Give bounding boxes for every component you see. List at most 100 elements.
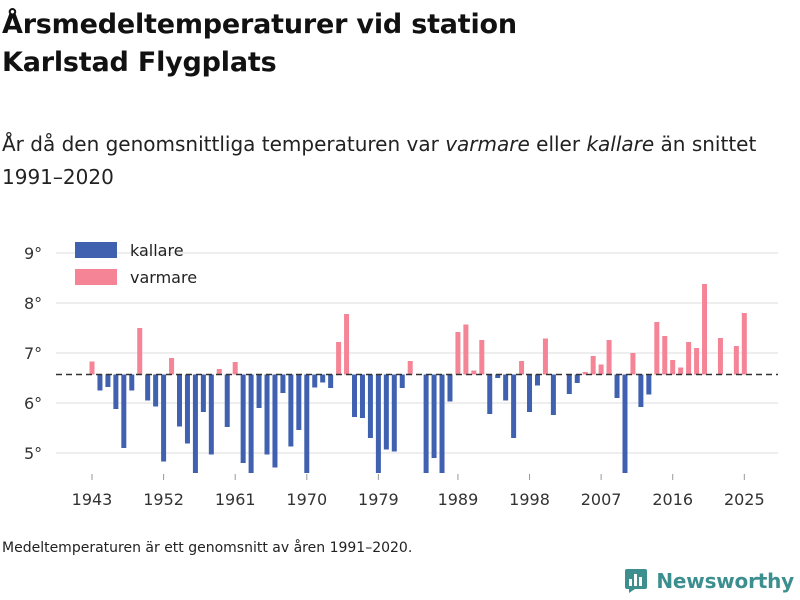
footnote: Medeltemperaturen är ett genomsnitt av å…: [2, 540, 413, 556]
x-tick-label: 1998: [509, 490, 550, 509]
y-tick-label: 5°: [24, 444, 42, 463]
bar-2022: [717, 338, 723, 375]
bar-1967: [280, 374, 286, 393]
chart-title-line1: Årsmedeltemperaturer vid station: [2, 9, 517, 40]
bar-1991: [471, 370, 477, 375]
bar-2016: [670, 360, 676, 375]
bar-1954: [177, 374, 183, 427]
bar-2001: [550, 374, 556, 415]
bar-1987: [439, 374, 445, 473]
x-tick-label: 1961: [215, 490, 256, 509]
chart-title: Årsmedeltemperaturer vid station Karlsta…: [2, 6, 702, 82]
bar-1993: [487, 374, 493, 414]
bar-1960: [224, 374, 230, 427]
bar-1950: [145, 374, 151, 401]
legend: kallare varmare: [75, 241, 197, 287]
bar-1948: [129, 374, 135, 391]
bar-chart: 5° 6° 7° 8° 9° 1943 1952 1961 1970 1979 1989 1998 2…: [24, 241, 778, 509]
bar-1974: [336, 342, 342, 375]
bar-1973: [328, 374, 334, 388]
bar-2003: [566, 374, 572, 394]
bar-1961: [232, 362, 238, 375]
bar-1997: [519, 361, 525, 375]
bars: [89, 284, 747, 473]
x-tick-label: 1989: [438, 490, 479, 509]
bar-1955: [184, 374, 190, 444]
bar-2017: [678, 367, 684, 375]
bar-1956: [192, 374, 198, 473]
bar-1989: [455, 332, 461, 375]
bar-1969: [296, 374, 302, 430]
bar-1962: [240, 374, 246, 463]
bar-1944: [97, 374, 103, 391]
y-tick-label: 6°: [24, 394, 42, 413]
bar-2004: [574, 374, 580, 383]
bar-2011: [630, 353, 636, 375]
bar-1946: [113, 374, 119, 409]
subtitle-part2: eller: [529, 132, 587, 156]
bar-1966: [272, 374, 278, 468]
bar-2015: [662, 336, 668, 375]
bar-2009: [614, 374, 620, 398]
bar-1949: [137, 328, 143, 375]
bar-2019: [694, 348, 700, 375]
chart-title-line2: Karlstad Flygplats: [2, 47, 277, 78]
bar-2012: [638, 374, 644, 407]
subtitle-part3: än snittet 1991–2020: [2, 132, 757, 189]
bar-1998: [527, 374, 533, 412]
bar-1958: [208, 374, 214, 455]
bar-2013: [646, 374, 652, 395]
bar-1999: [534, 374, 540, 386]
bar-1979: [375, 374, 381, 473]
subtitle-part1: År då den genomsnittliga temperaturen va…: [2, 132, 446, 156]
bar-1995: [503, 374, 509, 401]
bar-1970: [304, 374, 310, 473]
bar-2005: [582, 372, 588, 375]
bar-2014: [654, 322, 660, 375]
bar-1975: [344, 314, 350, 375]
y-tick-label: 9°: [24, 244, 42, 263]
bar-1992: [479, 340, 485, 375]
bar-1968: [288, 374, 294, 447]
bar-1947: [121, 374, 127, 448]
x-tick-label: 2007: [581, 490, 622, 509]
bar-1959: [216, 369, 222, 375]
newsworthy-logo-icon: [625, 569, 648, 593]
subtitle-cold-word: kallare: [586, 132, 655, 156]
bar-1952: [161, 374, 167, 462]
x-tick-label: 1943: [72, 490, 113, 509]
bar-2025: [741, 313, 747, 375]
legend-swatch-warmer: [75, 269, 117, 285]
x-tick-label: 1970: [286, 490, 327, 509]
bar-1994: [495, 374, 501, 378]
bar-1945: [105, 374, 111, 387]
legend-label-colder: kallare: [130, 241, 184, 260]
bar-2018: [686, 342, 692, 375]
bar-1971: [312, 374, 318, 388]
y-tick-label: 7°: [24, 344, 42, 363]
x-tick-label: 1952: [143, 490, 184, 509]
bar-2007: [598, 364, 604, 375]
brand-name: Newsworthy: [656, 569, 794, 593]
bar-2020: [702, 284, 708, 375]
bar-1964: [256, 374, 262, 408]
bar-1963: [248, 374, 254, 473]
x-tick-label: 2025: [724, 490, 765, 509]
brand-logo: Newsworthy: [624, 568, 794, 594]
bar-1951: [153, 374, 159, 407]
bar-1976: [352, 374, 358, 417]
y-tick-label: 8°: [24, 294, 42, 313]
bar-1985: [423, 374, 429, 473]
bar-1965: [264, 374, 270, 455]
subtitle-warm-word: varmare: [445, 132, 530, 156]
chart-subtitle: År då den genomsnittliga temperaturen va…: [2, 128, 792, 194]
legend-label-warmer: varmare: [130, 268, 197, 287]
bar-1972: [320, 374, 326, 383]
bar-2010: [622, 374, 628, 473]
x-tick-label: 2016: [652, 490, 693, 509]
bar-1983: [407, 361, 413, 375]
bar-1982: [399, 374, 405, 388]
bar-1977: [359, 374, 365, 418]
bar-2000: [542, 338, 548, 375]
bar-1981: [391, 374, 397, 452]
